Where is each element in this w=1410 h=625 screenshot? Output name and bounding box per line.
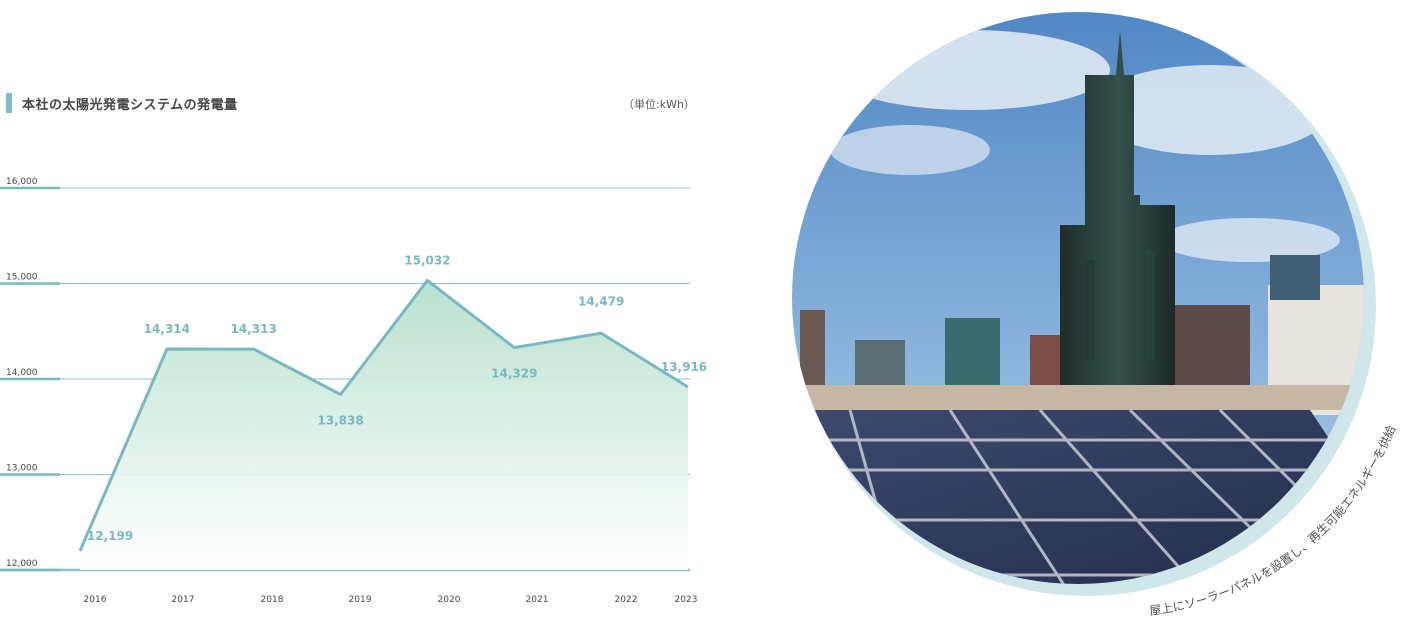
data-label: 13,916 xyxy=(661,360,707,374)
rooftop-solar-panels-photo: 屋上にソーラーパネルを設置し、再生可能エネルギーを供給 xyxy=(792,12,1398,618)
x-tick-label: 2019 xyxy=(349,595,372,605)
y-tick-label: 15,000 xyxy=(6,273,38,283)
chart-title-wrap: 本社の太陽光発電システムの発電量 xyxy=(6,93,238,113)
x-tick-label: 2018 xyxy=(261,595,284,605)
x-tick-label: 2021 xyxy=(526,595,549,605)
title-accent-bar xyxy=(6,93,12,113)
chart-area: 本社の太陽光発電システムの発電量 （単位:kWh） 12,000 13,000 14… xyxy=(0,93,707,605)
data-label: 12,199 xyxy=(87,529,133,543)
series-line xyxy=(78,278,689,552)
chart-unit: （単位:kWh） xyxy=(623,98,695,111)
y-tick-label: 14,000 xyxy=(6,368,38,378)
chart-svg: 12,000 13,000 14,000 15,000 16,000 12,199 14,… xyxy=(0,177,707,605)
y-tick-label: 13,000 xyxy=(6,464,38,474)
data-label: 14,329 xyxy=(491,367,537,381)
x-tick-label: 2023 xyxy=(675,595,698,605)
chart-title: 本社の太陽光発電システムの発電量 xyxy=(22,97,238,113)
data-label: 14,314 xyxy=(144,322,190,336)
x-tick-label: 2020 xyxy=(438,595,461,605)
data-label: 13,838 xyxy=(317,413,363,427)
x-tick-label: 2017 xyxy=(172,595,195,605)
data-label: 15,032 xyxy=(404,253,450,267)
y-tick-label: 16,000 xyxy=(6,177,38,187)
photo-area: 屋上にソーラーパネルを設置し、再生可能エネルギーを供給 xyxy=(790,0,1410,625)
photo-content xyxy=(792,12,1364,584)
x-tick-label: 2022 xyxy=(615,595,638,605)
data-label: 14,313 xyxy=(231,322,277,336)
y-tick-label: 12,000 xyxy=(6,559,38,569)
data-label: 14,479 xyxy=(578,294,624,308)
x-tick-label: 2016 xyxy=(84,595,107,605)
series-area xyxy=(80,280,688,570)
